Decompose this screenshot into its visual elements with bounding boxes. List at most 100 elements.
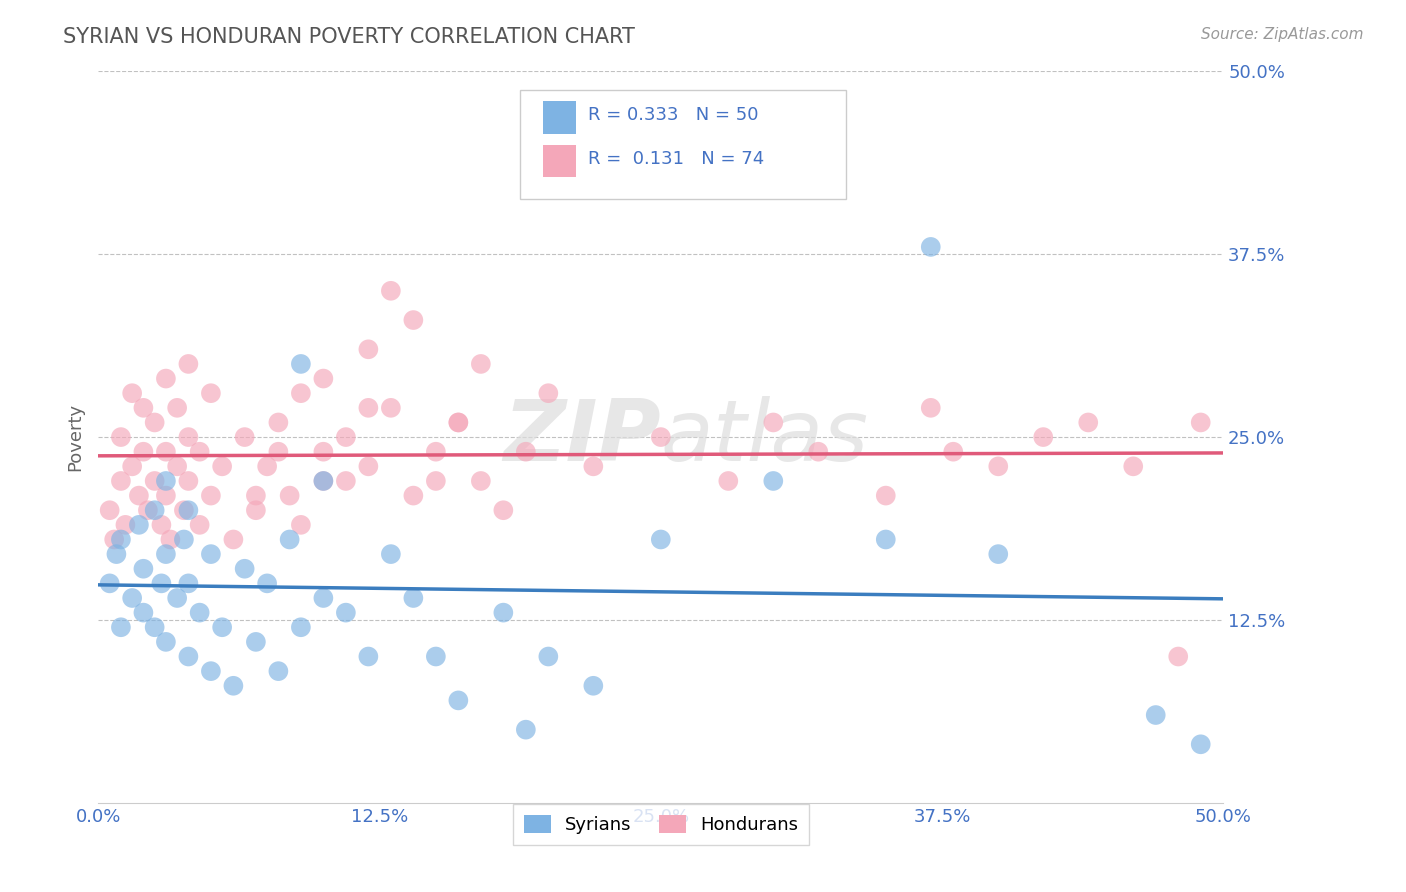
Point	[380, 284, 402, 298]
Bar	[543, 101, 576, 134]
Point	[290, 517, 312, 532]
Point	[128, 517, 150, 532]
Point	[233, 430, 256, 444]
Point	[177, 474, 200, 488]
Point	[425, 444, 447, 458]
Point	[312, 474, 335, 488]
FancyBboxPatch shape	[520, 90, 846, 200]
Text: atlas: atlas	[661, 395, 869, 479]
Point	[245, 503, 267, 517]
Point	[537, 649, 560, 664]
Point	[155, 547, 177, 561]
Point	[166, 459, 188, 474]
Point	[155, 474, 177, 488]
Point	[762, 474, 785, 488]
Point	[875, 489, 897, 503]
Point	[1144, 708, 1167, 723]
Point	[402, 591, 425, 605]
Point	[447, 693, 470, 707]
Point	[200, 489, 222, 503]
Point	[942, 444, 965, 458]
Point	[105, 547, 128, 561]
Point	[278, 489, 301, 503]
Point	[1077, 416, 1099, 430]
Text: Source: ZipAtlas.com: Source: ZipAtlas.com	[1201, 27, 1364, 42]
Point	[103, 533, 125, 547]
Point	[650, 533, 672, 547]
Point	[380, 401, 402, 415]
Point	[256, 576, 278, 591]
Point	[492, 503, 515, 517]
Point	[211, 459, 233, 474]
Point	[875, 533, 897, 547]
Point	[98, 503, 121, 517]
Point	[245, 635, 267, 649]
Point	[155, 371, 177, 385]
Point	[447, 416, 470, 430]
Point	[128, 489, 150, 503]
Point	[380, 547, 402, 561]
Point	[222, 533, 245, 547]
Point	[143, 503, 166, 517]
Point	[143, 620, 166, 634]
Point	[582, 459, 605, 474]
Point	[425, 474, 447, 488]
Point	[515, 723, 537, 737]
Point	[312, 371, 335, 385]
Legend: Syrians, Hondurans: Syrians, Hondurans	[513, 804, 808, 845]
Point	[110, 620, 132, 634]
Point	[470, 474, 492, 488]
Point	[114, 517, 136, 532]
Point	[200, 664, 222, 678]
Point	[312, 444, 335, 458]
Point	[470, 357, 492, 371]
Point	[173, 533, 195, 547]
Text: ZIP: ZIP	[503, 395, 661, 479]
Point	[267, 444, 290, 458]
Point	[987, 547, 1010, 561]
Point	[357, 459, 380, 474]
Point	[267, 664, 290, 678]
Point	[188, 444, 211, 458]
Point	[200, 547, 222, 561]
Point	[357, 401, 380, 415]
Point	[200, 386, 222, 401]
Point	[166, 591, 188, 605]
Text: R =  0.131   N = 74: R = 0.131 N = 74	[588, 150, 763, 168]
Point	[537, 386, 560, 401]
Point	[173, 503, 195, 517]
Point	[515, 444, 537, 458]
Point	[402, 313, 425, 327]
Point	[357, 649, 380, 664]
Point	[245, 489, 267, 503]
Point	[1032, 430, 1054, 444]
Point	[150, 517, 173, 532]
Text: SYRIAN VS HONDURAN POVERTY CORRELATION CHART: SYRIAN VS HONDURAN POVERTY CORRELATION C…	[63, 27, 636, 46]
Point	[159, 533, 181, 547]
Point	[1189, 737, 1212, 751]
Point	[188, 606, 211, 620]
Point	[335, 606, 357, 620]
Point	[150, 576, 173, 591]
Point	[1189, 416, 1212, 430]
Point	[290, 620, 312, 634]
Point	[402, 489, 425, 503]
Point	[177, 357, 200, 371]
Point	[188, 517, 211, 532]
Point	[121, 386, 143, 401]
Point	[312, 591, 335, 605]
Point	[110, 474, 132, 488]
Point	[447, 416, 470, 430]
Point	[357, 343, 380, 357]
Point	[290, 386, 312, 401]
Point	[312, 474, 335, 488]
Point	[121, 591, 143, 605]
Point	[155, 489, 177, 503]
Point	[211, 620, 233, 634]
Point	[1167, 649, 1189, 664]
Point	[920, 401, 942, 415]
Point	[267, 416, 290, 430]
Point	[121, 459, 143, 474]
Point	[987, 459, 1010, 474]
Y-axis label: Poverty: Poverty	[66, 403, 84, 471]
